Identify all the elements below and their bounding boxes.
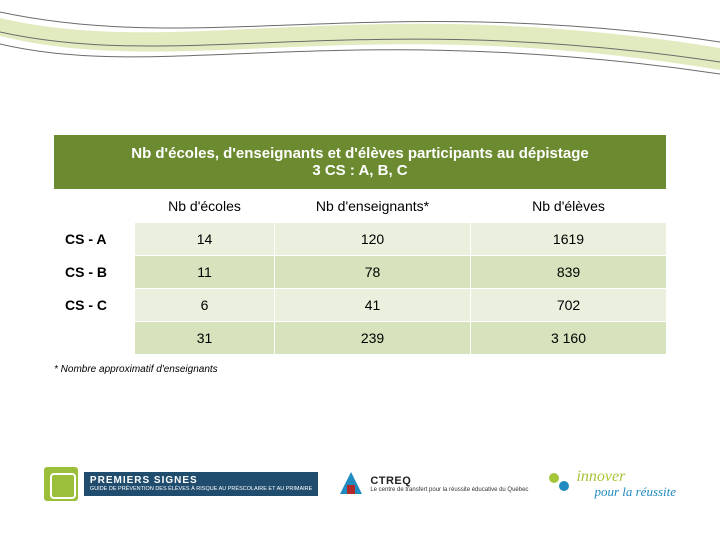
logo-row: PREMIERS SIGNES GUIDE DE PRÉVENTION DES … <box>0 456 720 512</box>
cell: 78 <box>275 256 471 289</box>
data-table: Nb d'écoles Nb d'enseignants* Nb d'élève… <box>54 189 667 355</box>
innover-word1: innover <box>576 468 625 485</box>
footnote: * Nombre approximatif d'enseignants <box>54 364 218 375</box>
table-title-line1: Nb d'écoles, d'enseignants et d'élèves p… <box>131 145 589 162</box>
col-header-students: Nb d'élèves <box>471 190 667 223</box>
table-title-line2: 3 CS : A, B, C <box>312 162 407 179</box>
ctreq-title: CTREQ <box>370 475 528 487</box>
table-row: CS - B 11 78 839 <box>55 256 667 289</box>
ctreq-subtitle: Le centre de transfert pour la réussite … <box>370 487 528 494</box>
innover-word2: pour la réussite <box>576 484 676 500</box>
cell: 41 <box>275 289 471 322</box>
col-header-teachers: Nb d'enseignants* <box>275 190 471 223</box>
col-header-blank <box>55 190 135 223</box>
table-row-totals: 31 239 3 160 <box>55 322 667 355</box>
cell: 239 <box>275 322 471 355</box>
cell: 11 <box>135 256 275 289</box>
table-row: CS - A 14 120 1619 <box>55 223 667 256</box>
logo-ctreq: CTREQ Le centre de transfert pour la réu… <box>338 456 528 512</box>
innover-mark-icon <box>548 472 570 496</box>
row-label: CS - B <box>55 256 135 289</box>
cell: 14 <box>135 223 275 256</box>
table-title: Nb d'écoles, d'enseignants et d'élèves p… <box>54 135 666 189</box>
table-header-row: Nb d'écoles Nb d'enseignants* Nb d'élève… <box>55 190 667 223</box>
cell: 702 <box>471 289 667 322</box>
cell: 120 <box>275 223 471 256</box>
row-label: CS - A <box>55 223 135 256</box>
ctreq-mark-icon <box>338 470 364 498</box>
cell: 6 <box>135 289 275 322</box>
table-row: CS - C 6 41 702 <box>55 289 667 322</box>
premiers-signes-subtitle: GUIDE DE PRÉVENTION DES ÉLÈVES À RISQUE … <box>90 486 312 492</box>
premiers-signes-title: PREMIERS SIGNES <box>90 475 312 486</box>
premiers-signes-mark-icon <box>44 467 78 501</box>
header-swoosh <box>0 0 720 90</box>
row-label: CS - C <box>55 289 135 322</box>
table-block: Nb d'écoles, d'enseignants et d'élèves p… <box>54 135 666 355</box>
cell: 31 <box>135 322 275 355</box>
cell: 1619 <box>471 223 667 256</box>
logo-premiers-signes: PREMIERS SIGNES GUIDE DE PRÉVENTION DES … <box>44 456 318 512</box>
row-label <box>55 322 135 355</box>
logo-innover: innover pour la réussite <box>548 456 676 512</box>
cell: 3 160 <box>471 322 667 355</box>
swoosh-svg <box>0 0 720 90</box>
col-header-schools: Nb d'écoles <box>135 190 275 223</box>
cell: 839 <box>471 256 667 289</box>
